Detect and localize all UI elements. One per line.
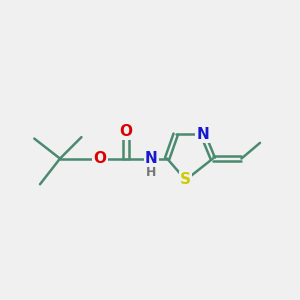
Text: N: N [196, 127, 209, 142]
Text: H: H [146, 167, 157, 179]
Text: S: S [180, 172, 191, 188]
Text: N: N [145, 151, 158, 166]
Text: O: O [119, 124, 132, 139]
Text: O: O [94, 151, 106, 166]
